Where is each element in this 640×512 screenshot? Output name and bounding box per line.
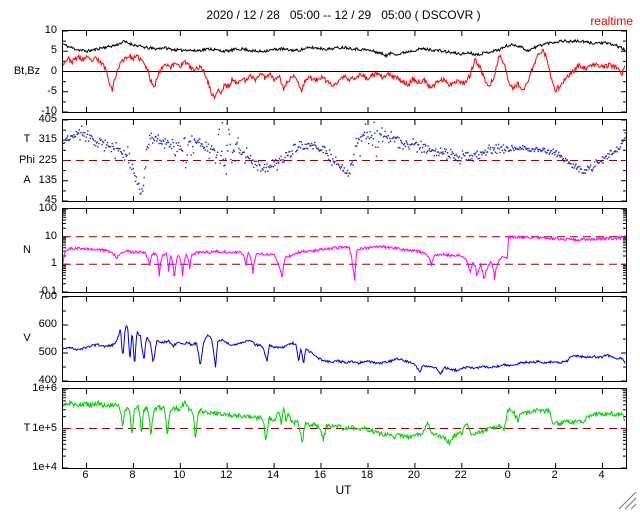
y-tick-label: 700 xyxy=(38,290,57,302)
diagonal-hatch-icon xyxy=(618,492,637,510)
panel-density xyxy=(62,208,627,293)
y-tick-label: 405 xyxy=(38,113,57,125)
x-tick-label: 16 xyxy=(313,469,327,481)
y-tick-label: 315 xyxy=(38,133,57,146)
x-tick-label: 12 xyxy=(220,469,233,481)
panel-ylabel: T xyxy=(23,421,31,434)
x-tick-label: 0 xyxy=(504,469,511,481)
x-tick-label: 10 xyxy=(173,469,186,481)
y-tick-label: 0 xyxy=(50,64,57,77)
y-tick-label: 10 xyxy=(44,229,57,242)
y-tick-label: 1e+4 xyxy=(32,461,57,473)
x-tick-label: 6 xyxy=(82,469,89,481)
y-tick-label: 1e+6 xyxy=(32,382,57,394)
panel-speed xyxy=(62,296,627,382)
x-tick-label: 20 xyxy=(407,469,420,481)
panel-ylabel: T xyxy=(23,133,31,146)
x-axis-title: UT xyxy=(335,483,352,497)
y-tick-label: 1 xyxy=(50,257,57,270)
y-tick-label: 400 xyxy=(38,374,57,386)
x-tick-label: 22 xyxy=(454,469,467,481)
y-tick-label: 5 xyxy=(50,44,57,57)
y-tick-label: -5 xyxy=(47,84,57,97)
x-tick-label: 4 xyxy=(598,469,605,481)
panel-phi-angle xyxy=(62,119,627,202)
y-tick-label: 100 xyxy=(38,202,57,214)
panel-ylabel: Bt,Bz xyxy=(13,64,41,77)
y-tick-label: 10 xyxy=(44,24,57,36)
panel-ylabel: A xyxy=(23,173,31,186)
panel-bt-bz xyxy=(62,30,627,113)
y-tick-label: 225 xyxy=(38,153,57,166)
realtime-badge: realtime xyxy=(590,14,633,28)
plot-title: 2020 / 12 / 28 05:00 -- 12 / 29 05:00 ( … xyxy=(206,8,481,22)
y-tick-label: 1e+5 xyxy=(32,421,57,434)
x-tick-label: 8 xyxy=(129,469,136,481)
x-tick-label: 2 xyxy=(551,469,558,481)
y-tick-label: -10 xyxy=(41,105,57,117)
panel-ylabel: N xyxy=(23,244,31,257)
panel-ylabel: Phi xyxy=(19,153,35,166)
panel-temperature xyxy=(62,388,627,469)
y-tick-label: 45 xyxy=(44,194,57,206)
panel-ylabel: V xyxy=(23,332,31,344)
x-tick-label: 18 xyxy=(360,469,374,481)
y-tick-label: 135 xyxy=(38,173,57,186)
y-tick-label: 600 xyxy=(38,318,57,330)
x-tick-label: 14 xyxy=(267,469,280,481)
y-tick-label: 500 xyxy=(38,346,57,358)
y-tick-label: 0.1 xyxy=(41,285,57,297)
